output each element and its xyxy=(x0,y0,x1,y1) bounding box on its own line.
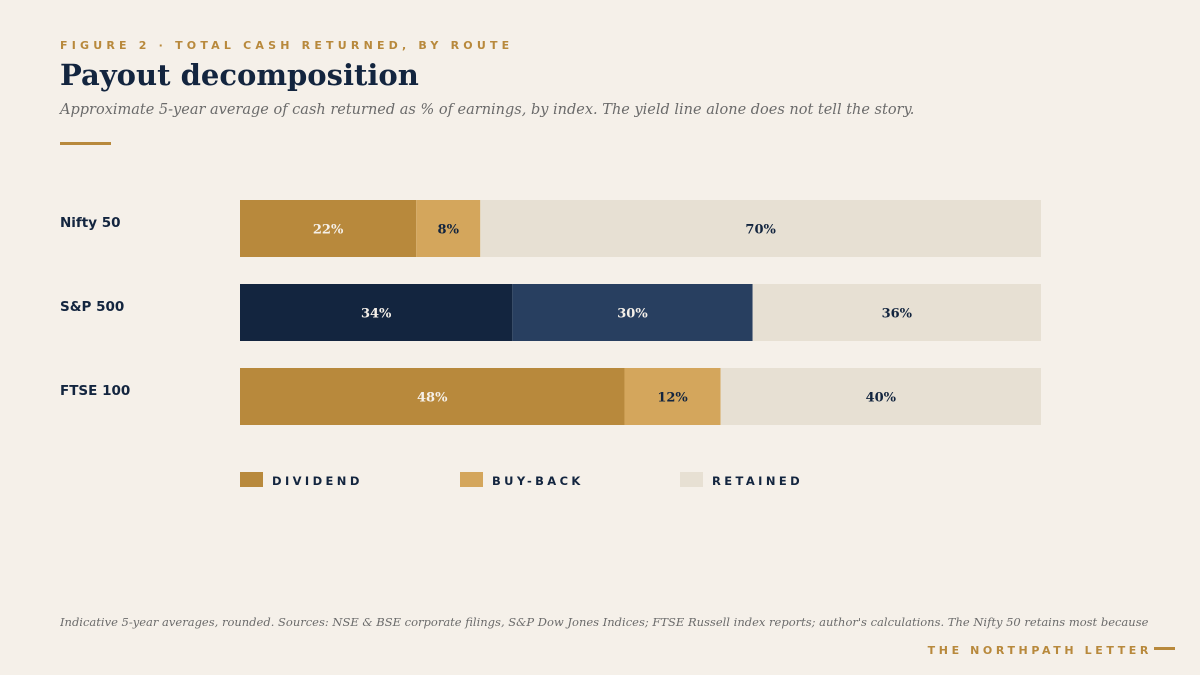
stacked-bar-chart: Nifty 50 22% 8% 70% S&P 500 34% 30% 36% FTSE 100… xyxy=(60,200,1041,488)
legend-swatch-dividend xyxy=(240,472,263,487)
legend-label-retained: RETAINED xyxy=(712,474,803,488)
bar-ftse-100-retained xyxy=(720,368,1041,425)
data-label-sp-500-dividend: 34% xyxy=(361,307,392,322)
legend-label-dividend: DIVIDEND xyxy=(272,474,363,488)
bar-nifty-50-retained xyxy=(480,200,1041,257)
data-label-nifty-50-buy-back: 8% xyxy=(438,223,460,238)
data-label-ftse-100-buy-back: 12% xyxy=(657,391,688,406)
legend-swatch-buy-back xyxy=(460,472,483,487)
accent-rule xyxy=(60,142,111,145)
bar-sp-500-buy-back xyxy=(512,284,753,341)
data-label-nifty-50-retained: 70% xyxy=(745,223,776,238)
chart-subtitle: Approximate 5-year average of cash retur… xyxy=(60,102,915,118)
legend-label-buy-back: BUY-BACK xyxy=(492,474,584,488)
brand-rule xyxy=(1154,647,1175,650)
row-label-sp-500: S&P 500 xyxy=(60,299,124,315)
data-label-sp-500-buy-back: 30% xyxy=(617,307,648,322)
legend-swatch-retained xyxy=(680,472,703,487)
data-label-ftse-100-dividend: 48% xyxy=(417,391,448,406)
chart-title: Payout decomposition xyxy=(60,58,419,92)
row-label-ftse-100: FTSE 100 xyxy=(60,383,130,399)
data-label-nifty-50-dividend: 22% xyxy=(313,223,344,238)
bar-nifty-50-buy-back xyxy=(416,200,481,257)
data-label-ftse-100-retained: 40% xyxy=(866,391,897,406)
source-footnote: Indicative 5-year averages, rounded. Sou… xyxy=(60,615,1149,629)
bar-sp-500-retained xyxy=(752,284,1041,341)
bar-ftse-100-buy-back xyxy=(624,368,721,425)
data-label-sp-500-retained: 36% xyxy=(882,307,913,322)
bar-nifty-50-dividend xyxy=(240,200,417,257)
figure-eyebrow: FIGURE 2 · TOTAL CASH RETURNED, BY ROUTE xyxy=(60,39,514,52)
bar-sp-500-dividend xyxy=(240,284,513,341)
bar-ftse-100-dividend xyxy=(240,368,625,425)
brand-wordmark: THE NORTHPATH LETTER xyxy=(927,644,1152,657)
row-label-nifty-50: Nifty 50 xyxy=(60,215,121,231)
